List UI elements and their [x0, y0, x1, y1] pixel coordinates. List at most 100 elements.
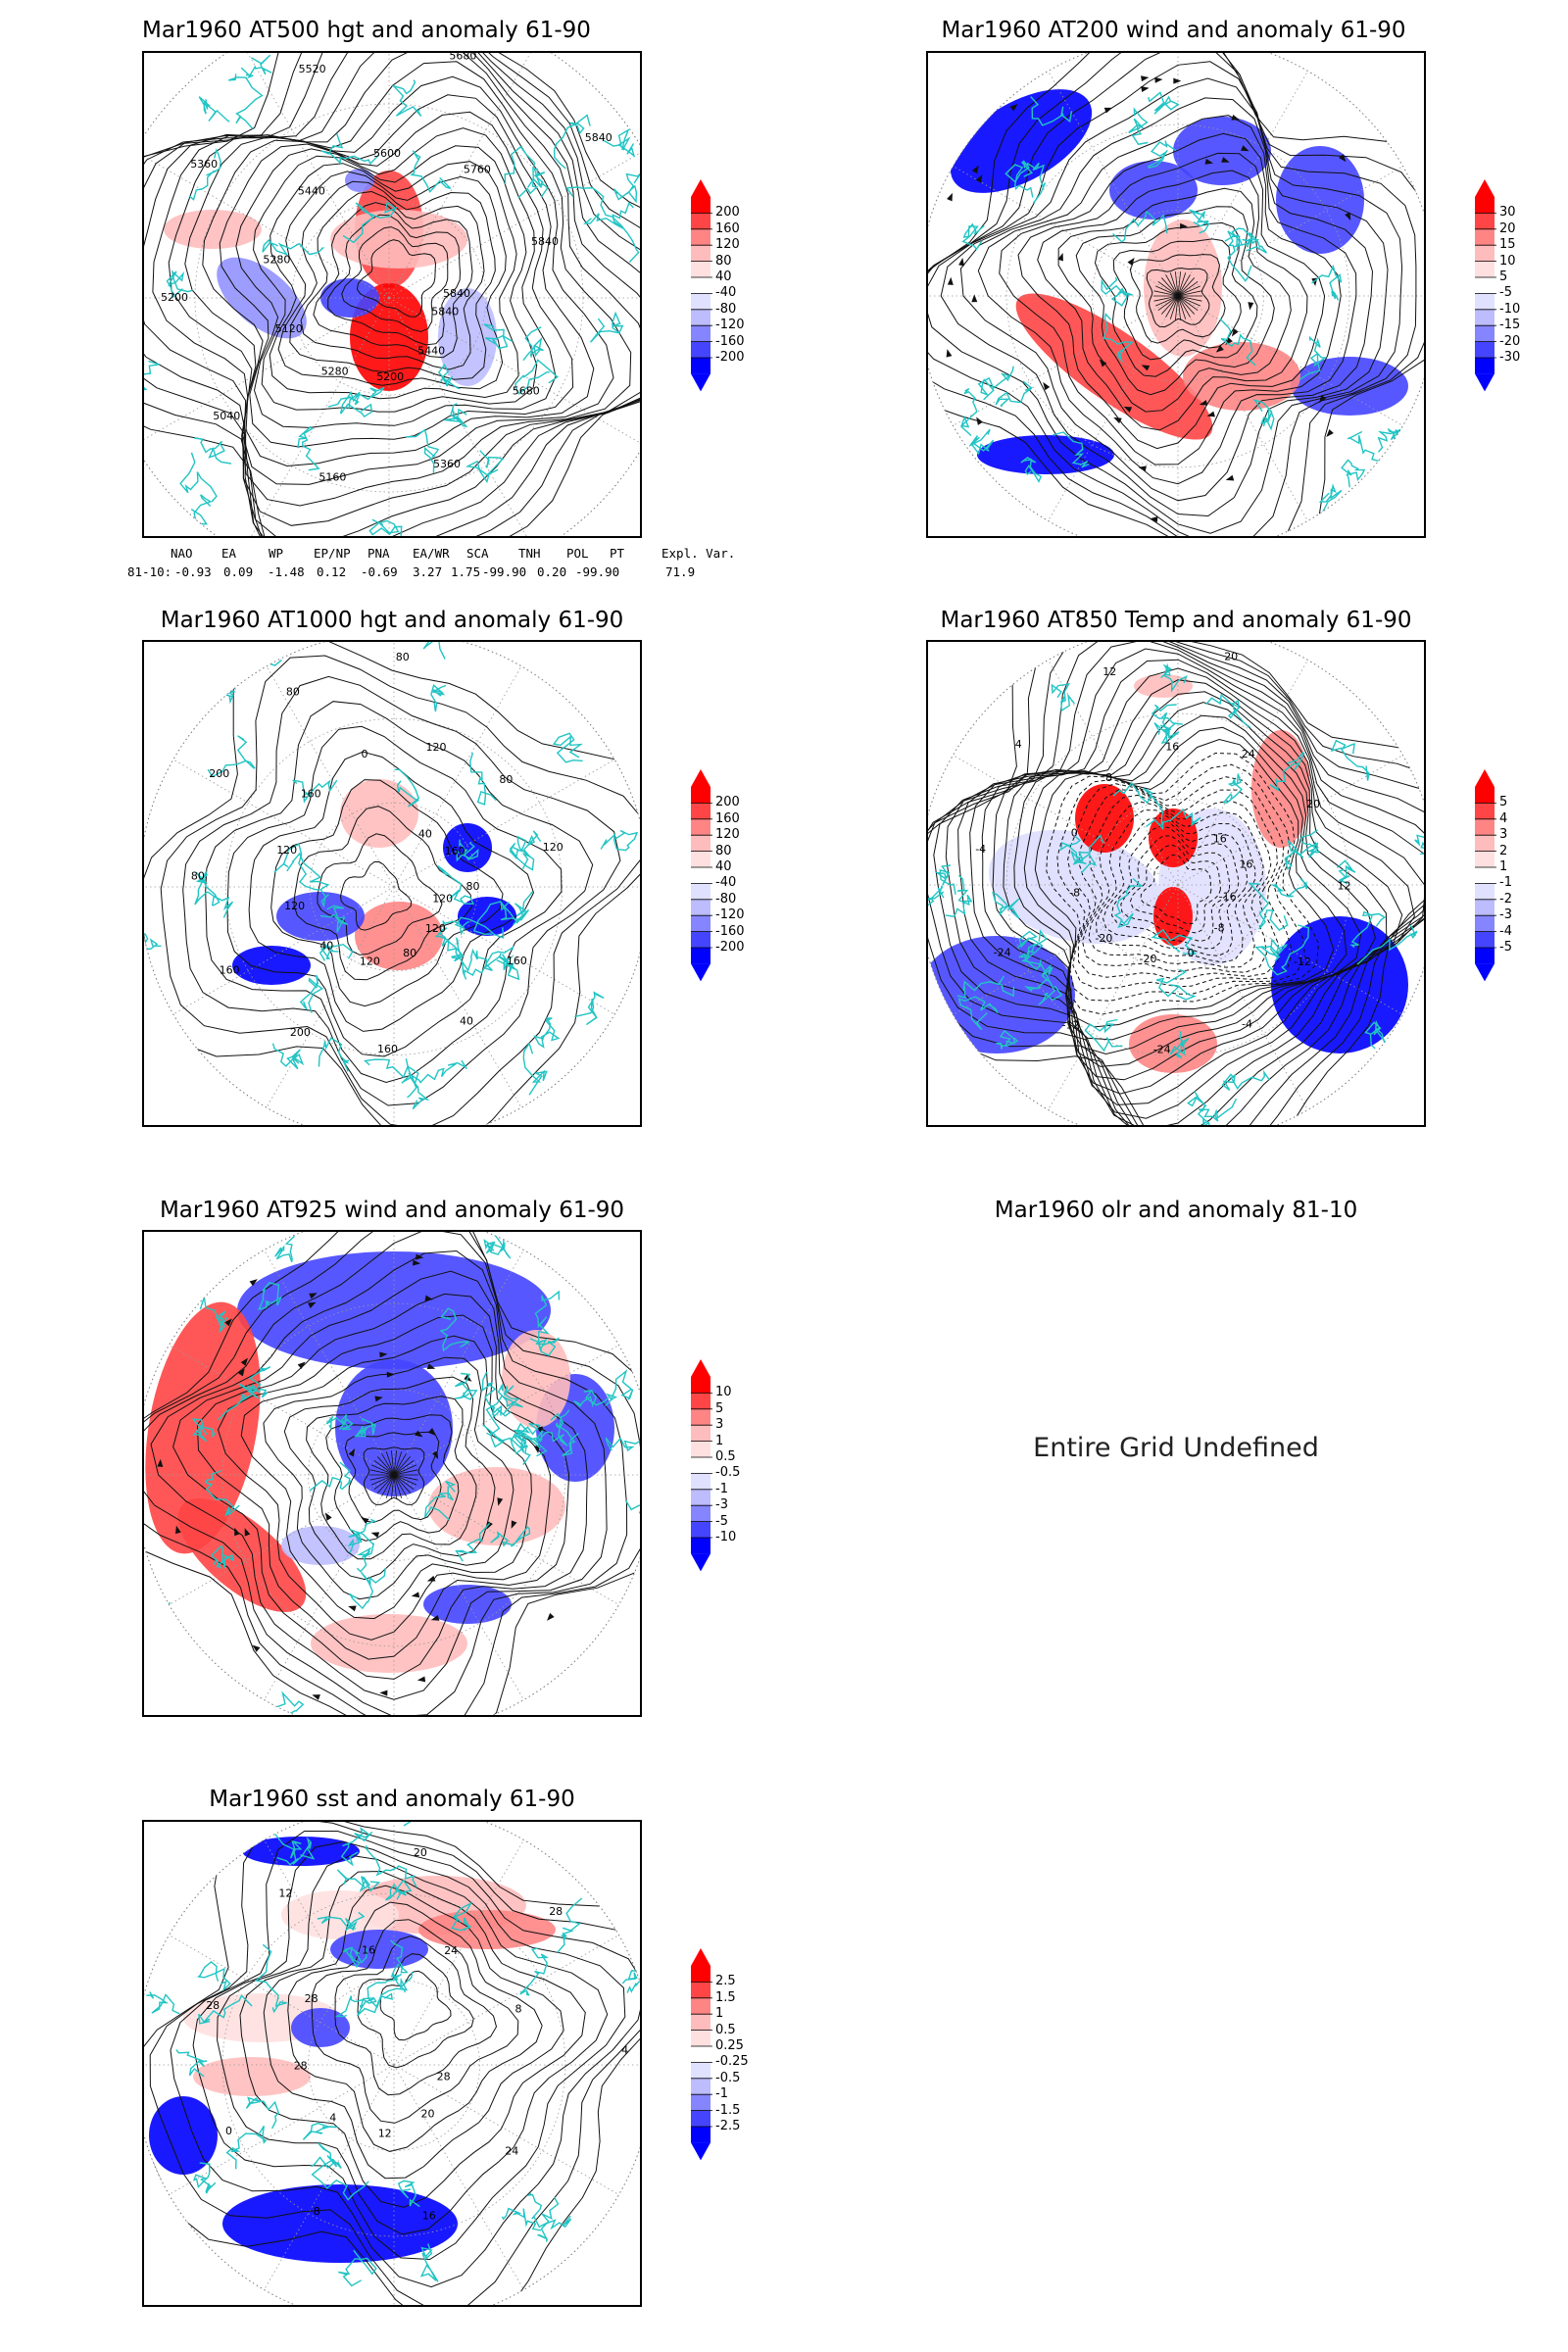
coastline [605, 1422, 640, 1452]
colorbar-segment [1475, 867, 1494, 884]
contour-label: 28 [294, 2060, 308, 2073]
coastline [961, 222, 985, 251]
coastline [1356, 924, 1418, 965]
polar-convergence-line [1177, 277, 1196, 297]
coastline [276, 1837, 316, 1866]
streamline-arrow [1009, 103, 1018, 112]
index-value-10: 71.9 [665, 564, 696, 579]
panel-title-sst: Mar1960 sst and anomaly 61-90 [209, 1787, 575, 1812]
contour-label: 120 [425, 922, 446, 935]
map-plot-area [144, 642, 640, 1125]
contour-label: -16 [1219, 891, 1237, 904]
colorbar-bottom-arrow [691, 1553, 710, 1572]
coastline [1020, 161, 1047, 204]
contour-label: 5360 [190, 158, 218, 171]
colorbar-tick-label: -5 [1499, 940, 1512, 955]
contour-line [144, 1232, 640, 1715]
polar-convergence-line [393, 1453, 407, 1476]
streamline-arrow [426, 1575, 436, 1582]
contour-label: 160 [301, 787, 321, 800]
coastline [199, 870, 234, 918]
coastline [238, 1383, 269, 1399]
index-header-8: POL [566, 546, 589, 561]
latitude-circle [1092, 799, 1264, 971]
map-canvas-at500: 5840 5680 5440 5360 5200 5160 5280 5040 5120 5200… [144, 53, 640, 536]
coastline [408, 1059, 468, 1084]
contour-line [217, 1854, 609, 2235]
coastline [514, 1422, 541, 1448]
contour-line [1081, 794, 1272, 973]
coastline [957, 996, 999, 1031]
streamline-arrow [1231, 114, 1240, 121]
coastline [1224, 230, 1252, 282]
streamline-arrow [324, 1512, 332, 1521]
polar-convergence-line [1177, 295, 1191, 318]
contour-line [172, 1270, 588, 1680]
contour-line [1067, 776, 1294, 990]
colorbar-top-arrow [691, 769, 710, 787]
contour-label: 200 [209, 767, 229, 780]
colorbar-tick-label: 20 [1499, 220, 1516, 236]
index-value-5: 3.27 [413, 564, 443, 579]
meridian-line [393, 759, 615, 888]
anomaly-shading [423, 1585, 512, 1624]
streamline-arrow [1154, 76, 1163, 83]
coastline [557, 1897, 583, 1953]
index-value-7: -99.90 [482, 564, 527, 579]
coastline [175, 2049, 208, 2078]
streamline-arrow [958, 257, 965, 267]
coastline [1102, 313, 1134, 363]
coastline [1248, 882, 1289, 932]
colorbar-tick-label: 4 [1499, 810, 1508, 826]
polar-convergence-line [393, 1474, 418, 1481]
streamline-arrow [1215, 345, 1224, 353]
coastline [525, 2192, 560, 2229]
coastline [1347, 430, 1400, 463]
coastline [1004, 160, 1034, 198]
coastline [1336, 859, 1356, 885]
contour-line [170, 1831, 640, 2288]
contour-line [1129, 254, 1226, 344]
coastline [1038, 963, 1063, 1005]
coastline [365, 1845, 417, 1888]
coastline [992, 891, 1020, 919]
contour-label: -12 [1062, 1019, 1080, 1032]
streamline-arrow [379, 1351, 388, 1358]
contour-line [269, 161, 519, 400]
streamline-arrow [237, 1368, 245, 1377]
colorbar-tick-label: -120 [715, 907, 745, 923]
colorbar-tick-label: -1.5 [715, 2102, 741, 2118]
contour-label: 5840 [531, 235, 559, 248]
streamline-arrow [416, 1676, 426, 1683]
anomaly-shading [1173, 117, 1271, 185]
coastline [1147, 140, 1177, 170]
colorbar-segment [691, 1982, 710, 1998]
coastline [612, 172, 640, 204]
contour-label: 5280 [321, 366, 349, 378]
coastline [490, 1526, 531, 1547]
coastline [1318, 483, 1345, 526]
coastline [995, 380, 1033, 407]
coastline [258, 1282, 283, 1310]
contour-line [182, 675, 621, 1106]
coastline [194, 437, 232, 465]
contour-label: 4 [1015, 738, 1022, 751]
contour-line [248, 751, 534, 1032]
coastline [199, 1298, 228, 1333]
contour-line [240, 1335, 532, 1620]
contour-label: -8 [1214, 922, 1225, 935]
polar-convergence-line [1177, 285, 1201, 297]
coastline [356, 1971, 414, 2017]
map-sst: 28 24 20 16 12 8 4 0 28 28 28 12 16 20 24 28 8 4 [142, 1820, 642, 2307]
coastline [573, 1389, 610, 1408]
contour-label: 120 [426, 741, 447, 754]
coastline [225, 2126, 268, 2170]
contour-label: -20 [1140, 953, 1157, 965]
contour-label: 40 [418, 827, 432, 840]
colorbar-segment [1475, 835, 1494, 852]
coastline [347, 1518, 377, 1553]
map-plot-area [144, 1822, 640, 2305]
meridian-line [1177, 660, 1308, 886]
colorbar-at850-graphic [1475, 769, 1496, 982]
streamline-arrow [547, 1612, 555, 1621]
